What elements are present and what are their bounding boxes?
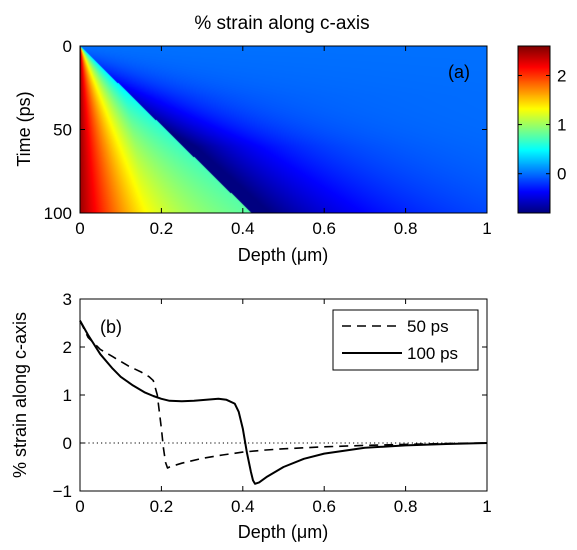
panel-a-title: % strain along c-axis xyxy=(194,13,369,34)
panel-a-x-ticks: 0 0.2 0.4 0.6 0.8 1 xyxy=(75,46,492,238)
a-y-tick-label: 100 xyxy=(44,204,72,223)
b-y-tick-label: 1 xyxy=(63,386,72,405)
series-line-50ps xyxy=(79,320,488,469)
panel-a-ylabel: Time (ps) xyxy=(14,91,34,166)
b-x-tick-label: 0.6 xyxy=(312,497,336,516)
b-x-tick-label: 0.2 xyxy=(150,497,174,516)
panel-b-xlabel-prefix: Depth ( xyxy=(238,522,297,542)
legend: 50 ps 100 ps xyxy=(332,309,479,371)
panel-b-label: (b) xyxy=(100,317,122,337)
colorbar-tick-label: 2 xyxy=(557,66,566,85)
panel-b-series xyxy=(79,320,488,485)
series-line-100ps xyxy=(79,320,488,485)
a-x-tick-label: 0.8 xyxy=(394,219,418,238)
panel-b-xlabel-suffix: ) xyxy=(322,522,328,542)
b-x-tick-label: 0.8 xyxy=(394,497,418,516)
panel-a: % strain along c-axis (a) 0 0.2 0.4 0.6 0.8 1… xyxy=(14,13,566,265)
colorbar-ticks: 0 1 2 xyxy=(518,66,566,184)
b-x-tick-label: 0 xyxy=(75,497,84,516)
panel-a-xlabel-unit: μm xyxy=(297,245,322,265)
panel-a-xlabel-prefix: Depth ( xyxy=(238,245,297,265)
panel-a-xlabel-suffix: ) xyxy=(322,245,328,265)
legend-box xyxy=(332,309,479,371)
panel-a-y-ticks: 0 50 100 xyxy=(44,37,487,223)
legend-label-50ps: 50 ps xyxy=(407,317,449,336)
b-y-tick-label: 2 xyxy=(63,338,72,357)
panel-b-y-ticks: −1 0 1 2 3 xyxy=(53,290,487,501)
b-y-tick-label: −1 xyxy=(53,482,72,501)
colorbar-tick-label: 1 xyxy=(557,116,566,135)
a-x-tick-label: 1 xyxy=(482,219,491,238)
a-x-tick-label: 0.2 xyxy=(150,219,174,238)
colorbar-tick-label: 0 xyxy=(557,165,566,184)
panel-a-xlabel: Depth (μm) xyxy=(238,245,328,265)
panel-b-x-ticks: 0 0.2 0.4 0.6 0.8 1 xyxy=(75,299,492,516)
b-y-tick-label: 0 xyxy=(63,434,72,453)
b-x-tick-label: 1 xyxy=(482,497,491,516)
a-x-tick-label: 0.6 xyxy=(312,219,336,238)
panel-a-label: (a) xyxy=(448,62,470,82)
a-y-tick-label: 0 xyxy=(63,37,72,56)
panel-b-xlabel: Depth (μm) xyxy=(238,522,328,542)
legend-label-100ps: 100 ps xyxy=(407,344,458,363)
a-y-tick-label: 50 xyxy=(53,121,72,140)
panel-b-ylabel: % strain along c-axis xyxy=(10,312,30,478)
a-x-tick-label: 0.4 xyxy=(231,219,255,238)
colorbar-frame xyxy=(517,45,551,214)
heatmap-image xyxy=(80,46,487,213)
b-x-tick-label: 0.4 xyxy=(231,497,255,516)
colorbar-gradient xyxy=(518,46,550,213)
panel-b-xlabel-unit: μm xyxy=(297,522,322,542)
a-x-tick-label: 0 xyxy=(75,219,84,238)
b-y-tick-label: 3 xyxy=(63,290,72,309)
